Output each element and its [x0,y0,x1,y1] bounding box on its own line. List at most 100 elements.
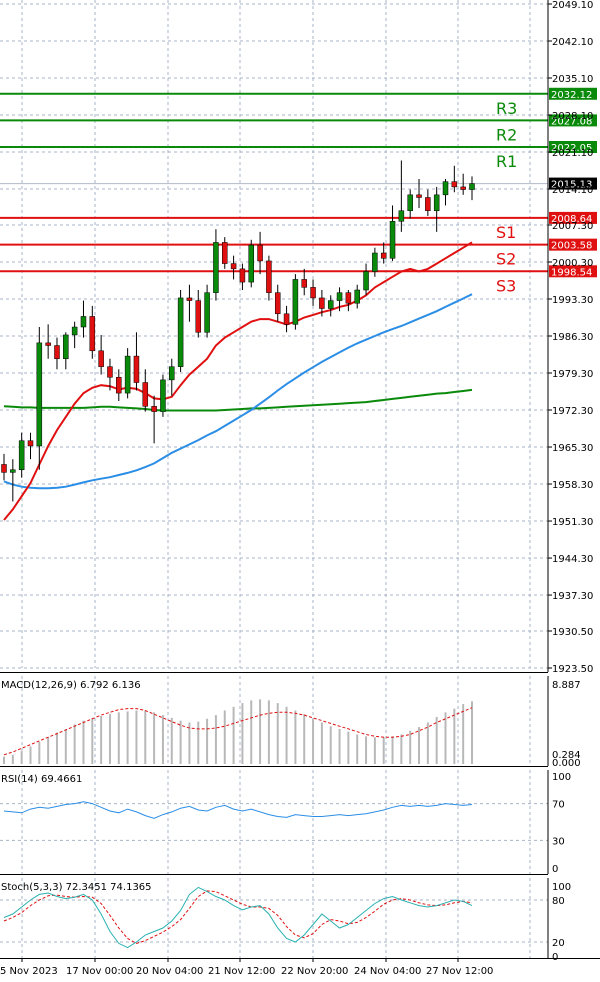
candle-body [27,440,34,447]
candle-body [45,342,51,346]
candle-body [98,350,104,367]
level-box-s2 [549,238,597,251]
level-name-r1: R1 [496,152,517,171]
price-tick-label: 2028.10 [552,111,593,122]
moving-averages [3,241,473,521]
candle-body [80,316,87,328]
price-tick-label: 1972.30 [552,406,593,417]
candle-body [63,334,69,359]
candle-body [319,297,325,309]
time-tick-label: 5 Nov 2023 [0,966,58,977]
candle-body [363,271,369,291]
price-tick-label: 2000.30 [552,258,593,269]
rsi-panel [3,801,473,819]
price-tick-label: 1986.30 [552,332,593,343]
sma-green-line [3,388,473,412]
level-name-s1: S1 [496,223,516,242]
candlesticks [1,160,475,502]
price-tick-label: 2021.10 [552,148,593,159]
level-value-s3: 1998.54 [551,267,592,278]
candle-body [389,221,396,259]
candle-body [169,366,175,381]
level-box-s1 [549,211,597,224]
level-name-s3: S3 [496,276,516,295]
candle [336,287,343,312]
current-price-box [549,177,597,190]
level-name-s2: S2 [496,250,516,269]
candle-body [451,181,458,188]
stoch-title: Stoch(5,3,3) 72.3451 74.1365 [1,882,152,893]
candle [230,255,237,280]
candle-body [469,183,475,190]
candle-body [151,406,157,412]
price-tick-label: 1958.30 [552,480,593,491]
candle-body [442,181,449,196]
candle-body [416,194,422,198]
stoch-tick-label: 0 [552,952,558,963]
level-box-s3 [549,265,597,278]
candle-body [124,355,131,394]
candle-body [257,244,263,262]
level-box-r2 [549,114,597,127]
candle-body [195,300,202,333]
candle [266,255,272,301]
candle-body [71,326,78,336]
candle-body [213,242,219,293]
candle [380,242,387,264]
candle [98,334,104,375]
candle [283,305,290,333]
price-tick-label: 1965.30 [552,443,593,454]
candle [160,374,166,417]
candle-body [310,287,316,299]
candle [213,229,219,301]
candle [274,284,281,322]
macd-title: MACD(12,26,9) 6.792 6.136 [1,680,141,691]
stoch-tick-label: 80 [552,896,565,907]
candle [345,290,352,312]
candle [10,459,16,502]
level-value-r2: 2027.08 [551,116,592,127]
candle-body [204,292,210,333]
rsi-line [3,801,473,819]
macd-tick-bottom: 0.284 [552,750,581,761]
candle [327,295,334,317]
stoch-panel [3,886,473,949]
candle [433,186,440,232]
current-price-label: 2015.13 [551,180,592,191]
candle [195,290,202,338]
candle [169,358,175,396]
candle [1,453,7,481]
stoch-tick-label: 100 [552,882,571,893]
candle-body [274,292,281,315]
candle [54,337,60,370]
candle [27,432,34,460]
rsi-tick-label: 0 [552,864,558,875]
candle-body [89,316,96,352]
candle [442,178,449,206]
candle-body [18,440,25,471]
stoch-k-line [3,886,473,949]
time-tick-label: 22 Nov 20:00 [281,966,348,977]
time-tick-label: 17 Nov 00:00 [66,966,133,977]
time-tick-label: 21 Nov 12:00 [208,966,275,977]
candle [186,284,193,322]
candle-body [222,242,228,264]
rsi-tick-label: 100 [552,772,571,783]
level-value-r3: 2032.12 [551,90,592,101]
price-tick-label: 2014.10 [552,185,593,196]
candle [116,369,122,402]
candle-body [107,366,113,378]
candle [310,279,316,306]
candle [398,160,405,232]
price-tick-label: 1993.30 [552,295,593,306]
candle [45,324,51,359]
level-box-r1 [549,141,597,154]
candle-body [433,194,440,211]
candle-body [186,297,193,301]
candle [372,247,378,277]
sma-blue-line [3,293,473,490]
candle-body [327,300,334,309]
rsi-title: RSI(14) 69.4661 [1,774,82,785]
candle-body [266,260,272,293]
candle-body [460,186,466,190]
